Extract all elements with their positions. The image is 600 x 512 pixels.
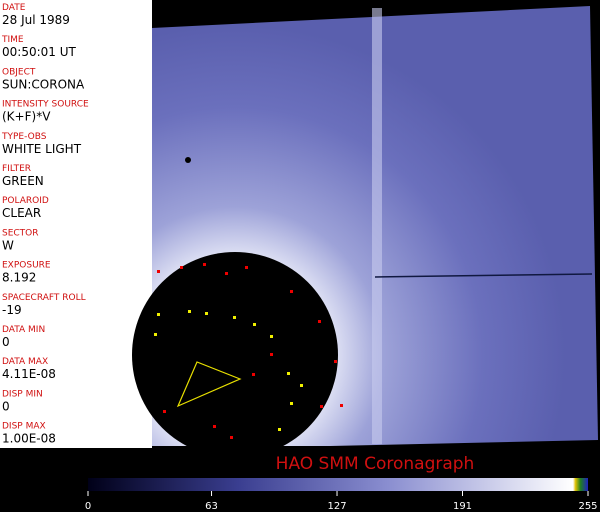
field-label: INTENSITY SOURCE xyxy=(2,100,89,110)
field-value: 28 Jul 1989 xyxy=(2,13,70,27)
field-value: 1.00E-08 xyxy=(2,432,56,446)
field-label: FILTER xyxy=(2,164,31,174)
colorbar-tick-label: 127 xyxy=(327,501,346,512)
colorbar-tick-label: 191 xyxy=(453,501,472,512)
colorbar-tick-label: 255 xyxy=(578,501,597,512)
field-value: CLEAR xyxy=(2,206,41,220)
image xyxy=(132,6,598,458)
field-value: -19 xyxy=(2,303,22,317)
colorbar-tick-label: 63 xyxy=(205,501,218,512)
field-label: OBJECT xyxy=(2,67,36,77)
field-value: 8.192 xyxy=(2,271,36,285)
field-value: WHITE LIGHT xyxy=(2,142,82,156)
field-label: TIME xyxy=(1,35,24,45)
field-value: 0 xyxy=(2,399,10,413)
field-label: SECTOR xyxy=(2,228,39,238)
dots xyxy=(157,263,343,439)
field-value: (K+F)*V xyxy=(2,110,51,124)
spot xyxy=(185,157,191,163)
field-label: DISP MIN xyxy=(2,389,43,399)
field-label: POLAROID xyxy=(2,196,49,206)
field-label: DATE xyxy=(2,3,26,13)
colorbar xyxy=(88,478,588,491)
artifact-line xyxy=(374,273,593,278)
field-label: EXPOSURE xyxy=(2,261,51,271)
field-label: DISP MAX xyxy=(2,422,46,432)
field-value: SUN:CORONA xyxy=(2,77,85,91)
field-value: W xyxy=(2,238,14,252)
dots-yellow xyxy=(154,310,303,431)
field-value: 00:50:01 UT xyxy=(2,45,76,59)
marker xyxy=(176,361,242,408)
info-panel xyxy=(0,0,152,448)
colorbar-tick-label: 0 xyxy=(85,501,91,512)
field-value: 0 xyxy=(2,335,10,349)
field-value: GREEN xyxy=(2,174,44,188)
streak xyxy=(372,8,382,444)
field-label: DATA MIN xyxy=(2,325,45,335)
colorbar-ticks: 0 63 127 191 255 xyxy=(85,491,598,512)
field-value: 4.11E-08 xyxy=(2,367,56,381)
field-label: DATA MAX xyxy=(2,357,48,367)
occulter xyxy=(132,252,338,458)
title: HAO SMM Coronagraph xyxy=(276,454,475,474)
field-label: SPACECRAFT ROLL xyxy=(2,293,86,303)
field-label: TYPE-OBS xyxy=(1,132,47,142)
